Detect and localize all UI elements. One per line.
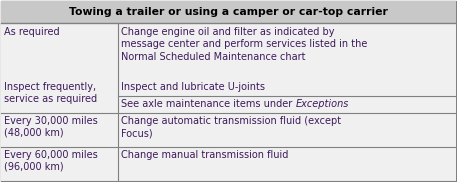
- Text: Every 30,000 miles
(48,000 km): Every 30,000 miles (48,000 km): [4, 116, 98, 138]
- Bar: [1, 79, 456, 113]
- Bar: [1, 113, 456, 147]
- Text: Exceptions: Exceptions: [295, 99, 349, 109]
- Bar: [1, 24, 456, 79]
- Text: Towing a trailer or using a camper or car-top carrier: Towing a trailer or using a camper or ca…: [69, 7, 388, 17]
- Text: Every 60,000 miles
(96,000 km): Every 60,000 miles (96,000 km): [4, 150, 98, 172]
- Text: As required: As required: [4, 27, 59, 37]
- Text: Change manual transmission fluid: Change manual transmission fluid: [121, 150, 288, 160]
- Text: Inspect frequently,
service as required: Inspect frequently, service as required: [4, 82, 97, 104]
- Text: Inspect and lubricate U-joints: Inspect and lubricate U-joints: [121, 82, 265, 92]
- Text: See axle maintenance items under: See axle maintenance items under: [121, 99, 295, 109]
- Bar: [1, 147, 456, 181]
- Text: Change automatic transmission fluid (except
Focus): Change automatic transmission fluid (exc…: [121, 116, 341, 138]
- Text: Change engine oil and filter as indicated by
message center and perform services: Change engine oil and filter as indicate…: [121, 27, 367, 62]
- Bar: [1, 1, 456, 23]
